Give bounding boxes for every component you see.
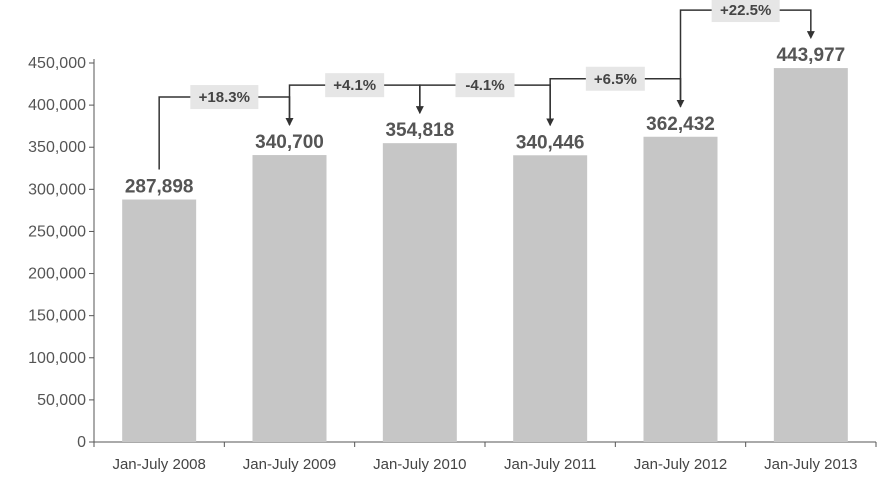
- category-label: Jan-July 2011: [504, 456, 596, 473]
- category-label: Jan-July 2010: [373, 456, 466, 473]
- bar-value-label: 340,700: [255, 132, 324, 153]
- bar-value-label: 287,898: [125, 177, 194, 198]
- bar: [252, 155, 327, 443]
- y-tick-label: 250,000: [28, 223, 86, 240]
- change-label: +18.3%: [199, 89, 250, 106]
- y-tick-label: 50,000: [37, 392, 86, 409]
- change-label: -4.1%: [465, 77, 504, 94]
- bar: [122, 199, 197, 442]
- y-tick-label: 100,000: [28, 350, 86, 367]
- bar: [773, 68, 848, 443]
- category-label: Jan-July 2012: [634, 456, 727, 473]
- y-tick-label: 350,000: [28, 139, 86, 156]
- change-label-box: [325, 73, 385, 98]
- y-tick-label: 0: [77, 434, 86, 451]
- category-label: Jan-July 2009: [243, 456, 336, 473]
- category-label: Jan-July 2008: [112, 456, 205, 473]
- bar-value-label: 354,818: [385, 120, 454, 141]
- y-tick-label: 300,000: [28, 181, 86, 198]
- change-label: +22.5%: [720, 2, 771, 19]
- bar: [513, 155, 588, 443]
- change-label: +4.1%: [333, 77, 376, 94]
- bar-value-label: 443,977: [776, 45, 845, 66]
- category-label: Jan-July 2013: [764, 456, 857, 473]
- y-tick-label: 150,000: [28, 308, 86, 325]
- bar-value-label: 362,432: [646, 114, 715, 135]
- change-label-box: [711, 0, 780, 23]
- bar: [382, 143, 457, 442]
- change-label-box: [585, 66, 645, 91]
- y-tick-label: 200,000: [28, 266, 86, 283]
- y-tick-label: 450,000: [28, 55, 86, 72]
- y-tick-label: 400,000: [28, 97, 86, 114]
- change-label-box: [455, 73, 515, 98]
- change-label: +6.5%: [594, 71, 637, 88]
- bar: [643, 136, 718, 442]
- change-label-box: [190, 85, 259, 110]
- bar-value-label: 340,446: [516, 132, 585, 153]
